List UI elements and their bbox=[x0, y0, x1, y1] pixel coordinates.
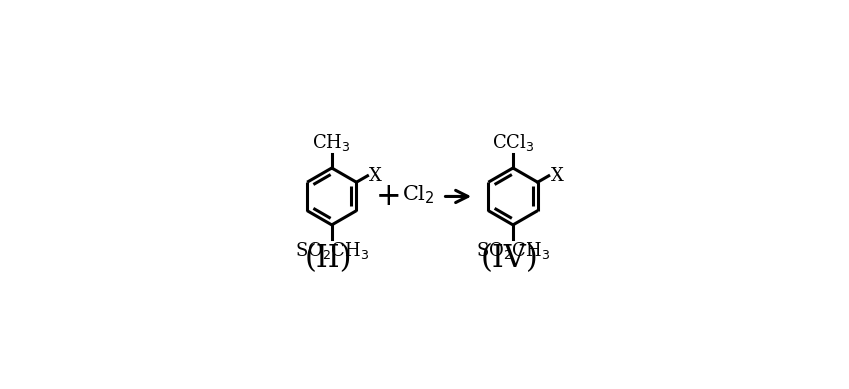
Text: +: + bbox=[376, 181, 402, 212]
Text: X: X bbox=[369, 167, 382, 185]
Text: (II): (II) bbox=[305, 243, 352, 274]
Text: CCl$_3$: CCl$_3$ bbox=[492, 131, 534, 152]
Text: (IV): (IV) bbox=[481, 243, 539, 274]
Text: SO$_2$CH$_3$: SO$_2$CH$_3$ bbox=[295, 240, 369, 261]
Text: CH$_3$: CH$_3$ bbox=[312, 131, 351, 152]
Text: X: X bbox=[550, 167, 564, 185]
Text: Cl$_2$: Cl$_2$ bbox=[402, 184, 435, 206]
Text: SO$_2$CH$_3$: SO$_2$CH$_3$ bbox=[475, 240, 550, 261]
